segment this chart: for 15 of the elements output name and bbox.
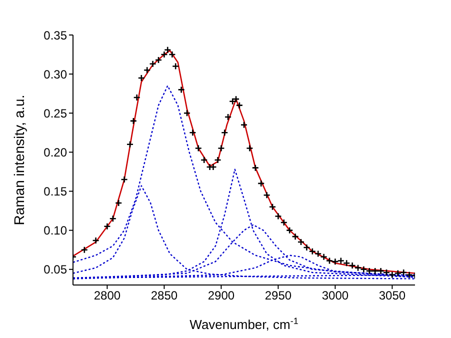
y-tick-label: 0.05: [44, 262, 68, 277]
x-tick-label: 3050: [378, 288, 406, 303]
x-tick-label: 2800: [94, 288, 121, 303]
y-tick-label: 0.20: [44, 145, 68, 160]
y-tick-label: 0.25: [44, 106, 68, 120]
y-axis-title: Raman intensity, a.u.: [11, 94, 27, 226]
x-tick-label: 2950: [264, 288, 292, 303]
x-tick-label: 2900: [208, 288, 235, 303]
y-tick-label: 0.15: [44, 184, 68, 199]
x-tick-label: 3000: [322, 288, 349, 303]
y-tick-label: 0.10: [44, 224, 68, 238]
x-axis-title: Wavenumber, cm$^{-1}$: [190, 316, 298, 332]
x-tick-label: 2850: [150, 288, 178, 303]
y-tick-label: 0.30: [44, 67, 68, 82]
y-tick-label: 0.35: [44, 28, 68, 42]
